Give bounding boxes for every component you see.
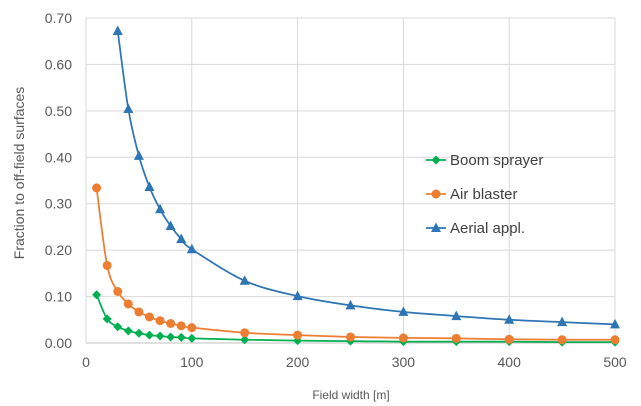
data-point	[451, 310, 462, 321]
series-aerial-appl	[112, 25, 620, 329]
data-point	[144, 312, 154, 322]
data-point	[345, 299, 356, 310]
data-point	[166, 319, 176, 328]
data-point	[186, 243, 197, 254]
legend-label: Aerial appl.	[450, 220, 525, 237]
data-point	[292, 290, 303, 301]
data-point	[113, 286, 123, 296]
legend-label: Air blaster	[450, 186, 518, 203]
data-point	[557, 316, 568, 327]
data-point	[176, 233, 187, 243]
y-tick-label: 0.20	[45, 242, 72, 258]
legend-item: Boom sprayer	[426, 152, 543, 169]
series-layer	[92, 25, 620, 347]
x-axis-ticks: 0 100 200 300 400 500	[82, 354, 627, 370]
data-point	[398, 306, 409, 316]
y-tick-label: 0.40	[45, 149, 72, 165]
data-point	[134, 307, 144, 317]
data-point	[92, 290, 102, 300]
data-point	[610, 318, 620, 329]
data-point	[155, 331, 165, 341]
legend-item: Aerial appl.	[426, 220, 525, 237]
data-point	[112, 25, 123, 35]
x-tick-label: 200	[286, 354, 310, 370]
series-air-blaster	[92, 183, 620, 345]
x-tick-label: 500	[603, 354, 627, 370]
data-point	[557, 335, 567, 345]
series-line	[95, 294, 616, 343]
data-point	[187, 323, 197, 333]
data-point	[166, 332, 176, 342]
series-boom-sprayer	[92, 290, 620, 347]
series-line	[95, 187, 616, 341]
y-tick-label: 0.10	[45, 289, 72, 305]
data-point	[610, 335, 620, 345]
data-point	[113, 322, 123, 332]
x-axis-title: Field width [m]	[312, 388, 389, 402]
legend-marker	[431, 189, 441, 199]
y-tick-label: 0.30	[45, 196, 72, 212]
x-tick-label: 100	[180, 354, 204, 370]
data-point	[176, 332, 186, 342]
data-point	[134, 328, 144, 338]
y-tick-label: 0.70	[45, 10, 72, 26]
series-line	[116, 30, 616, 326]
data-point	[92, 183, 102, 193]
x-tick-label: 300	[392, 354, 416, 370]
data-point	[123, 103, 134, 113]
data-point	[123, 299, 133, 309]
y-axis-title: Fraction to off-field surfaces	[11, 87, 27, 259]
legend-marker	[431, 222, 441, 232]
data-point	[155, 203, 166, 214]
data-point	[133, 150, 144, 160]
data-point	[187, 333, 197, 343]
data-point	[102, 260, 112, 270]
data-point	[504, 314, 515, 324]
data-point	[176, 321, 186, 331]
data-point	[155, 316, 165, 326]
y-tick-label: 0.00	[45, 335, 72, 351]
data-point	[144, 330, 154, 340]
data-point	[240, 335, 250, 345]
data-point	[504, 334, 514, 344]
data-point	[346, 332, 355, 342]
x-tick-label: 0	[82, 354, 90, 370]
data-point	[451, 333, 461, 343]
y-tick-label: 0.50	[45, 103, 72, 119]
legend-marker	[431, 155, 441, 165]
y-tick-label: 0.60	[45, 56, 72, 72]
data-point	[102, 314, 112, 324]
legend-label: Boom sprayer	[450, 152, 543, 169]
data-point	[123, 326, 133, 336]
data-point	[144, 181, 155, 191]
data-point	[240, 328, 250, 338]
legend-item: Air blaster	[426, 186, 518, 203]
data-point	[165, 220, 176, 230]
data-point	[239, 275, 250, 285]
data-point	[293, 330, 303, 340]
y-axis-ticks: 0.00 0.10 0.20 0.30 0.40 0.50 0.60 0.70	[45, 10, 72, 351]
legend: Boom sprayer Air blaster Aerial appl.	[426, 152, 543, 237]
grid-lines	[85, 17, 616, 344]
data-point	[398, 333, 408, 343]
x-tick-label: 400	[498, 354, 522, 370]
